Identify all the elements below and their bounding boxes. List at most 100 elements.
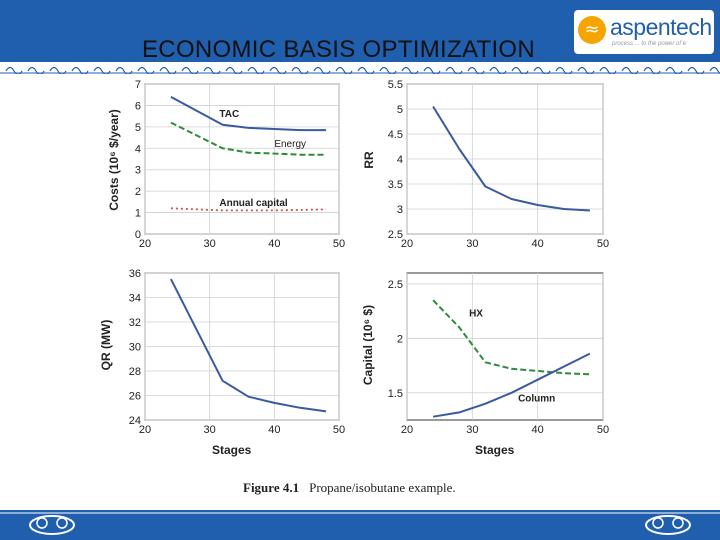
caption-text: Propane/isobutane example. [309,480,456,495]
y-tick-label: 6 [135,100,141,112]
slide-title: ECONOMIC BASIS OPTIMIZATION [142,36,536,63]
band-swirl [247,66,265,74]
series-line-qr [170,278,327,413]
band-swirl [643,66,661,74]
y-tick-label: 2 [397,333,403,345]
band-swirl [445,66,463,74]
band-swirl [709,66,720,74]
chart-capital: 20 30 40 50 1.5 2 2.5 HX Column Stages Capital (10… [361,272,609,457]
x-tick-label: 50 [333,238,345,250]
y-tick-label: 28 [129,366,141,378]
band-swirl [533,66,551,74]
band-swirl [159,66,177,74]
x-tick-label: 20 [139,424,151,436]
y-tick-label: 5 [397,104,403,116]
chart-costs: 20 30 40 50 0 1 2 3 4 5 6 7 TAC Energy Annual capital C… [107,79,345,250]
y-tick-label: 4.5 [388,129,403,141]
decorative-band-top [0,62,720,74]
band-swirl [115,66,133,74]
x-tick-label: 30 [204,238,216,250]
y-tick-label: 24 [129,415,141,427]
y-tick-label: 1.5 [388,388,403,400]
y-tick-label: 3 [397,204,403,216]
y-axis-label: Costs (10⁶ $/year) [107,109,121,211]
band-swirl [93,66,111,74]
band-swirl [555,66,573,74]
logo-tagline: process ... to the power of e [612,41,687,47]
logo-sound-wave-icon: ≈ [578,16,606,44]
y-tick-label: 2.5 [388,229,403,241]
band-swirl [5,66,23,74]
band-swirl [137,66,155,74]
series-line-column [432,352,591,418]
x-tick-label: 50 [597,424,609,436]
chart-qr: 20 30 40 50 24 26 28 30 32 34 36 Stages QR (MW) [99,268,345,457]
cloud-ornament-icon [29,515,75,535]
band-swirl [335,66,353,74]
y-tick-label: 4 [135,143,141,155]
caption-label: Figure 4.1 [243,480,300,495]
y-tick-label: 34 [129,293,141,305]
x-tick-label: 50 [597,238,609,250]
band-swirl [511,66,529,74]
y-tick-label: 7 [135,79,141,91]
series-line-annual-capital [170,207,327,212]
series-line-rr [432,105,590,212]
series-annotation: Column [518,393,555,404]
y-tick-label: 30 [129,342,141,354]
band-swirl [401,66,419,74]
logo-wordmark: aspentech [610,14,712,40]
x-tick-label: 20 [401,238,413,250]
band-swirl [577,66,595,74]
x-tick-label: 30 [204,424,216,436]
band-swirl [313,66,331,74]
y-axis-label: Capital (10⁶ $) [361,305,375,385]
series-annotation: TAC [219,109,239,120]
y-tick-label: 2.5 [388,279,403,291]
band-swirl [71,66,89,74]
y-tick-label: 0 [135,229,141,241]
title-bar: ECONOMIC BASIS OPTIMIZATION ≈ aspentech … [0,0,720,63]
y-axis-label: QR (MW) [99,320,113,371]
y-tick-label: 3 [135,165,141,177]
band-swirl [181,66,199,74]
y-tick-label: 3.5 [388,179,403,191]
decorative-band-bottom [0,510,720,540]
x-tick-label: 20 [401,424,413,436]
series-annotation: Annual capital [219,198,288,209]
x-tick-label: 40 [268,238,280,250]
band-swirl [291,66,309,74]
band-swirl [489,66,507,74]
y-tick-label: 5.5 [388,79,403,91]
x-tick-label: 40 [532,424,544,436]
band-swirl [357,66,375,74]
x-tick-label: 40 [532,238,544,250]
band-swirl [379,66,397,74]
series-line-hx [432,299,590,376]
x-tick-label: 30 [466,424,478,436]
x-tick-label: 50 [333,424,345,436]
y-tick-label: 2 [135,186,141,198]
band-swirl [467,66,485,74]
x-tick-label: 40 [268,424,280,436]
figure-caption: Figure 4.1 Propane/isobutane example. [243,480,456,496]
plot-frame [406,272,604,421]
x-axis-label: Stages [475,443,515,457]
x-tick-label: 30 [466,238,478,250]
series-annotation: Energy [274,139,306,150]
y-tick-label: 26 [129,391,141,403]
aspentech-logo: ≈ aspentech process ... to the power of … [574,10,714,54]
y-tick-label: 36 [129,268,141,280]
y-axis-label: RR [362,151,376,169]
y-tick-label: 1 [135,208,141,220]
band-swirl [49,66,67,74]
band-swirl [599,66,617,74]
plot-frame [144,83,340,235]
band-swirl [203,66,221,74]
band-swirl [423,66,441,74]
y-tick-label: 4 [397,154,403,166]
band-swirl [269,66,287,74]
y-tick-label: 32 [129,317,141,329]
y-tick-label: 5 [135,122,141,134]
